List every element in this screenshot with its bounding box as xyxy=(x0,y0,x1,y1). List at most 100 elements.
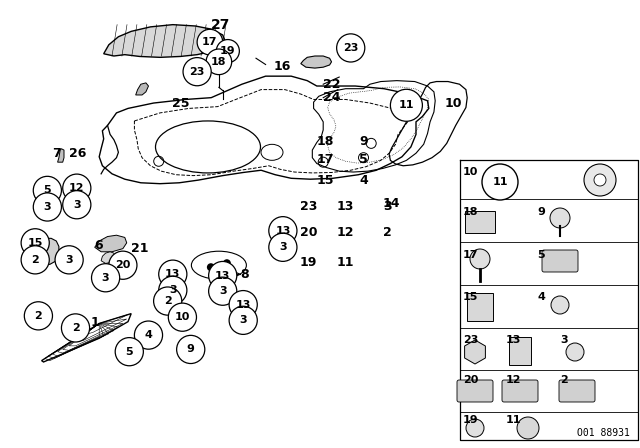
Circle shape xyxy=(269,217,297,245)
Polygon shape xyxy=(95,235,127,252)
Text: 19: 19 xyxy=(300,255,317,269)
Circle shape xyxy=(216,39,239,63)
Circle shape xyxy=(207,263,215,271)
Text: 12: 12 xyxy=(69,183,84,193)
Text: 19: 19 xyxy=(220,46,236,56)
Text: 5: 5 xyxy=(125,347,133,357)
FancyBboxPatch shape xyxy=(465,211,495,233)
Text: 18: 18 xyxy=(463,207,479,217)
Circle shape xyxy=(177,336,205,363)
Text: 3: 3 xyxy=(279,242,287,252)
Circle shape xyxy=(92,264,120,292)
Text: 23: 23 xyxy=(189,67,205,77)
Text: 13: 13 xyxy=(337,200,354,214)
Text: 3: 3 xyxy=(169,285,177,295)
Circle shape xyxy=(63,191,91,219)
Text: 8: 8 xyxy=(240,267,248,281)
Text: 9: 9 xyxy=(187,345,195,354)
Circle shape xyxy=(466,419,484,437)
Circle shape xyxy=(61,314,90,342)
Text: 3: 3 xyxy=(44,202,51,212)
Text: 4: 4 xyxy=(537,292,545,302)
Text: 15: 15 xyxy=(463,292,478,302)
Text: 13: 13 xyxy=(236,300,251,310)
Text: 11: 11 xyxy=(492,177,508,187)
Circle shape xyxy=(566,343,584,361)
Circle shape xyxy=(159,276,187,304)
Circle shape xyxy=(154,287,182,315)
Text: 4: 4 xyxy=(145,330,152,340)
Text: 23: 23 xyxy=(463,335,478,345)
Text: 3: 3 xyxy=(239,315,247,325)
FancyBboxPatch shape xyxy=(509,337,531,365)
Circle shape xyxy=(168,303,196,331)
Text: 12: 12 xyxy=(337,226,354,240)
Text: 24: 24 xyxy=(323,91,340,104)
Text: 25: 25 xyxy=(172,96,189,110)
Circle shape xyxy=(24,302,52,330)
Circle shape xyxy=(134,321,163,349)
Text: 11: 11 xyxy=(337,255,354,269)
Circle shape xyxy=(223,259,231,267)
Text: 10: 10 xyxy=(463,167,478,177)
Circle shape xyxy=(159,260,187,288)
Polygon shape xyxy=(136,83,148,95)
FancyBboxPatch shape xyxy=(542,250,578,272)
Text: 3: 3 xyxy=(383,200,391,214)
Circle shape xyxy=(33,193,61,221)
Text: 18: 18 xyxy=(211,57,227,67)
Text: 18: 18 xyxy=(316,134,333,148)
Polygon shape xyxy=(301,56,332,68)
Text: 20: 20 xyxy=(115,260,131,270)
Text: 13: 13 xyxy=(165,269,180,279)
Text: 14: 14 xyxy=(383,197,400,211)
Polygon shape xyxy=(104,25,225,57)
Polygon shape xyxy=(58,149,64,162)
Text: 9: 9 xyxy=(537,207,545,217)
Circle shape xyxy=(390,89,422,121)
Text: 13: 13 xyxy=(275,226,291,236)
Circle shape xyxy=(209,277,237,305)
Text: 17: 17 xyxy=(463,250,479,260)
Text: 27: 27 xyxy=(211,17,230,32)
Text: 23: 23 xyxy=(343,43,358,53)
Text: 17: 17 xyxy=(316,152,333,166)
Circle shape xyxy=(209,262,237,289)
Text: 2: 2 xyxy=(383,226,392,240)
Text: 5: 5 xyxy=(359,152,368,166)
Text: 22: 22 xyxy=(323,78,340,91)
Text: 19: 19 xyxy=(463,415,479,425)
Text: 10: 10 xyxy=(175,312,190,322)
Text: 13: 13 xyxy=(215,271,230,280)
Text: 7: 7 xyxy=(52,146,61,160)
FancyBboxPatch shape xyxy=(467,293,493,321)
Text: 1: 1 xyxy=(91,316,100,329)
Text: 3: 3 xyxy=(219,286,227,296)
Text: 5: 5 xyxy=(537,250,545,260)
Text: 11: 11 xyxy=(506,415,522,425)
Circle shape xyxy=(517,417,539,439)
Polygon shape xyxy=(31,238,59,265)
Circle shape xyxy=(183,58,211,86)
Text: 3: 3 xyxy=(102,273,109,283)
Circle shape xyxy=(551,296,569,314)
Text: 9: 9 xyxy=(359,134,367,148)
Polygon shape xyxy=(101,252,115,263)
Text: 3: 3 xyxy=(73,200,81,210)
Text: 12: 12 xyxy=(506,375,522,385)
Text: 3: 3 xyxy=(560,335,568,345)
FancyBboxPatch shape xyxy=(559,380,595,402)
FancyBboxPatch shape xyxy=(502,380,538,402)
Text: 15: 15 xyxy=(316,173,333,187)
Circle shape xyxy=(482,164,518,200)
Circle shape xyxy=(115,338,143,366)
Text: 20: 20 xyxy=(300,226,317,240)
Text: 2: 2 xyxy=(35,311,42,321)
Text: 4: 4 xyxy=(359,173,368,187)
Text: 3: 3 xyxy=(65,255,73,265)
Circle shape xyxy=(55,246,83,274)
Circle shape xyxy=(337,34,365,62)
Circle shape xyxy=(269,233,297,261)
Text: 17: 17 xyxy=(202,37,218,47)
Text: 20: 20 xyxy=(463,375,478,385)
